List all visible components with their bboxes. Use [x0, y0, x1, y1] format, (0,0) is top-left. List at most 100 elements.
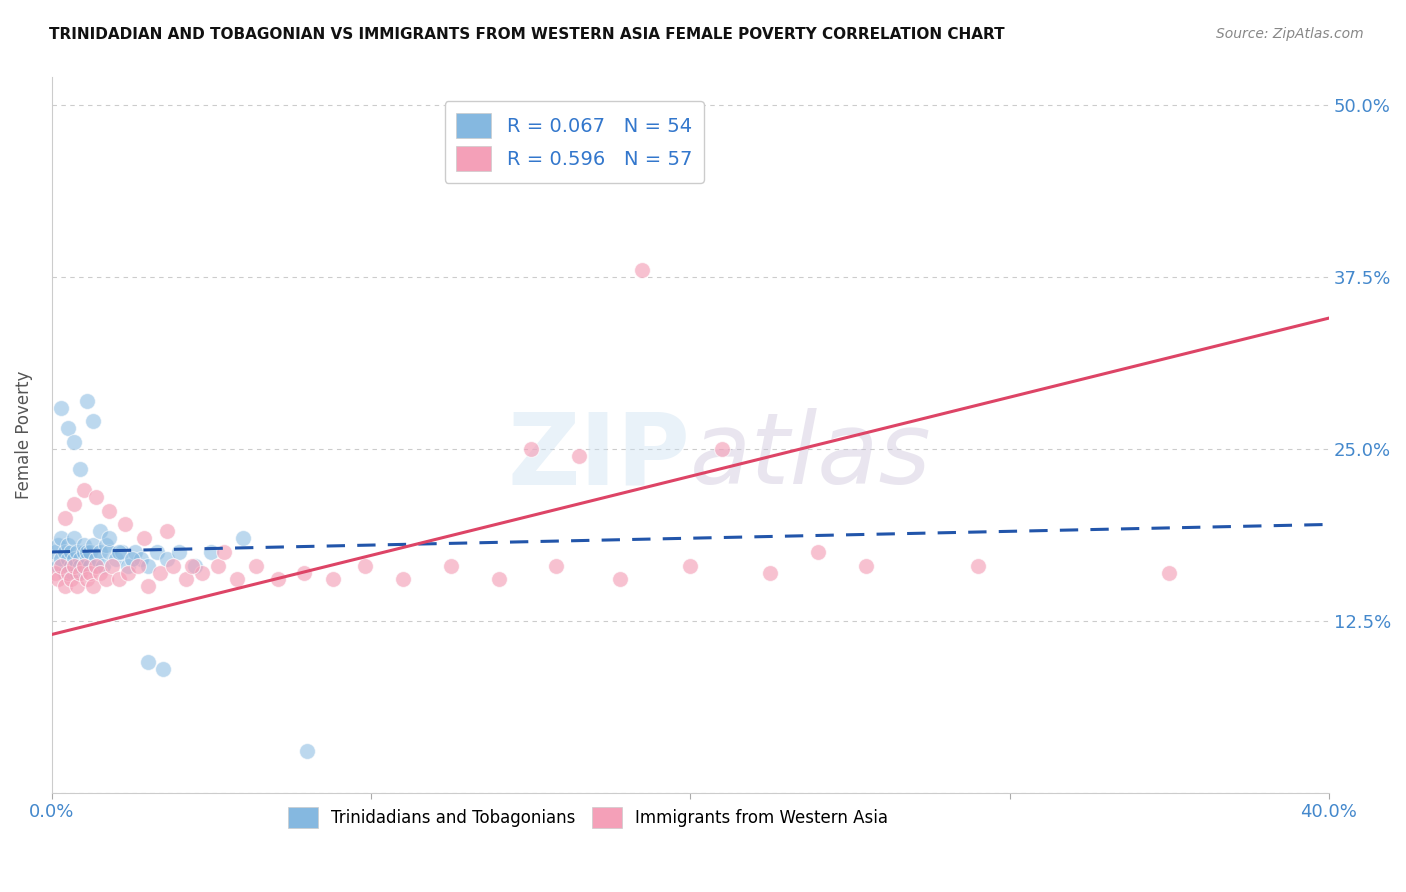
Point: [89, 545, 111, 559]
Point: [136, 579, 159, 593]
Point: [711, 442, 734, 456]
Point: [98, 545, 121, 559]
Point: [51, 551, 73, 566]
Point: [53, 545, 76, 559]
Point: [134, 531, 156, 545]
Point: [56, 551, 79, 566]
Point: [162, 558, 184, 573]
Point: [73, 538, 96, 552]
Text: atlas: atlas: [690, 408, 932, 505]
Point: [212, 545, 235, 559]
Point: [59, 545, 82, 559]
Point: [79, 566, 101, 580]
Point: [292, 566, 315, 580]
Text: TRINIDADIAN AND TOBAGONIAN VS IMMIGRANTS FROM WESTERN ASIA FEMALE POVERTY CORREL: TRINIDADIAN AND TOBAGONIAN VS IMMIGRANTS…: [49, 27, 1005, 42]
Point: [82, 538, 104, 552]
Point: [59, 573, 82, 587]
Legend: Trinidadians and Tobagonians, Immigrants from Western Asia: Trinidadians and Tobagonians, Immigrants…: [281, 801, 896, 834]
Point: [609, 573, 631, 587]
Point: [104, 551, 127, 566]
Point: [1159, 566, 1181, 580]
Point: [567, 449, 589, 463]
Point: [56, 538, 79, 552]
Point: [63, 497, 86, 511]
Point: [76, 551, 98, 566]
Point: [152, 662, 174, 676]
Point: [169, 545, 191, 559]
Point: [111, 545, 134, 559]
Point: [546, 558, 568, 573]
Point: [149, 566, 172, 580]
Point: [226, 573, 249, 587]
Point: [146, 545, 169, 559]
Point: [117, 558, 139, 573]
Point: [86, 490, 108, 504]
Point: [245, 558, 267, 573]
Point: [51, 531, 73, 545]
Point: [69, 462, 91, 476]
Point: [488, 573, 510, 587]
Point: [86, 551, 108, 566]
Point: [46, 573, 69, 587]
Point: [200, 545, 222, 559]
Point: [121, 551, 143, 566]
Point: [79, 545, 101, 559]
Point: [66, 545, 89, 559]
Point: [73, 483, 96, 497]
Point: [156, 551, 179, 566]
Point: [91, 558, 114, 573]
Point: [129, 551, 152, 566]
Point: [69, 558, 91, 573]
Point: [66, 566, 89, 580]
Point: [76, 393, 98, 408]
Point: [89, 524, 111, 539]
Point: [76, 573, 98, 587]
Point: [46, 538, 69, 552]
Point: [53, 510, 76, 524]
Point: [56, 421, 79, 435]
Point: [82, 579, 104, 593]
Point: [136, 558, 159, 573]
Point: [53, 579, 76, 593]
Point: [94, 573, 117, 587]
Point: [63, 551, 86, 566]
Point: [107, 545, 129, 559]
Point: [98, 531, 121, 545]
Point: [117, 566, 139, 580]
Point: [73, 545, 96, 559]
Point: [124, 545, 146, 559]
Point: [82, 414, 104, 428]
Point: [519, 442, 541, 456]
Point: [807, 545, 830, 559]
Point: [392, 573, 415, 587]
Point: [855, 558, 877, 573]
Point: [56, 566, 79, 580]
Text: ZIP: ZIP: [508, 408, 690, 505]
Point: [156, 524, 179, 539]
Point: [759, 566, 782, 580]
Point: [73, 558, 96, 573]
Point: [53, 566, 76, 580]
Point: [51, 401, 73, 415]
Point: [69, 551, 91, 566]
Point: [232, 531, 254, 545]
Point: [66, 579, 89, 593]
Point: [127, 558, 149, 573]
Point: [114, 517, 136, 532]
Point: [353, 558, 375, 573]
Point: [79, 558, 101, 573]
Point: [267, 573, 290, 587]
Point: [63, 558, 86, 573]
Point: [63, 434, 86, 449]
Point: [51, 558, 73, 573]
Point: [86, 558, 108, 573]
Point: [94, 538, 117, 552]
Point: [191, 566, 214, 580]
Point: [69, 566, 91, 580]
Point: [184, 558, 207, 573]
Point: [76, 545, 98, 559]
Point: [966, 558, 988, 573]
Point: [174, 573, 197, 587]
Point: [181, 558, 204, 573]
Point: [44, 545, 66, 559]
